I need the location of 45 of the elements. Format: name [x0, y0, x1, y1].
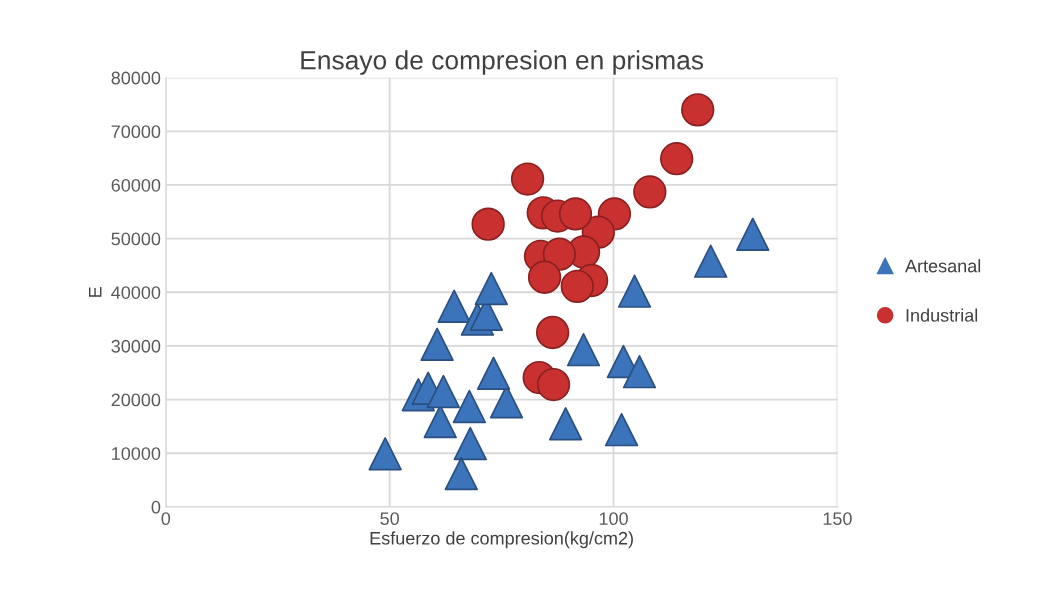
y-tick-label: 0: [151, 500, 161, 514]
point: [437, 289, 471, 323]
x-tick-label: 50: [380, 512, 399, 526]
point: [659, 142, 694, 176]
chart-title: Ensayo de compresion en prismas: [301, 50, 704, 75]
x-tick-label: 0: [161, 512, 171, 526]
point: [510, 162, 545, 196]
point: [566, 333, 601, 367]
x-tick-label: 150: [823, 512, 852, 526]
point: [558, 197, 593, 231]
point: [560, 269, 594, 304]
point: [617, 274, 652, 308]
point: [736, 217, 770, 251]
point: [368, 437, 402, 471]
point: [535, 315, 570, 350]
y-tick-label: 80000: [111, 71, 161, 85]
y-tick-label: 30000: [111, 339, 161, 353]
point: [444, 456, 478, 491]
point: [633, 175, 667, 209]
point: [452, 389, 487, 424]
y-tick-label: 10000: [112, 447, 161, 460]
y-tick-label: 60000: [111, 178, 161, 192]
point: [426, 374, 461, 409]
point: [542, 237, 577, 271]
y-tick-label: 40000: [111, 286, 161, 299]
y-axis-title: E: [89, 287, 102, 297]
point: [420, 327, 454, 361]
point: [694, 244, 728, 278]
y-tick-label: 20000: [111, 393, 161, 407]
legend-label: Industrial: [906, 308, 978, 322]
point: [453, 426, 487, 461]
y-tick-label: 50000: [111, 232, 161, 246]
x-axis-title: Esfuerzo de compresion(kg/cm2): [370, 531, 633, 549]
y-tick-label: 70000: [111, 125, 161, 139]
x-tick-label: 100: [599, 512, 628, 526]
point: [604, 412, 639, 447]
point: [527, 260, 562, 294]
point: [622, 355, 657, 389]
point: [476, 356, 511, 390]
point: [474, 271, 508, 306]
point: [471, 207, 505, 241]
point: [536, 367, 571, 402]
point: [548, 407, 583, 441]
legend-label: Artesanal: [905, 259, 981, 273]
point: [681, 93, 715, 127]
